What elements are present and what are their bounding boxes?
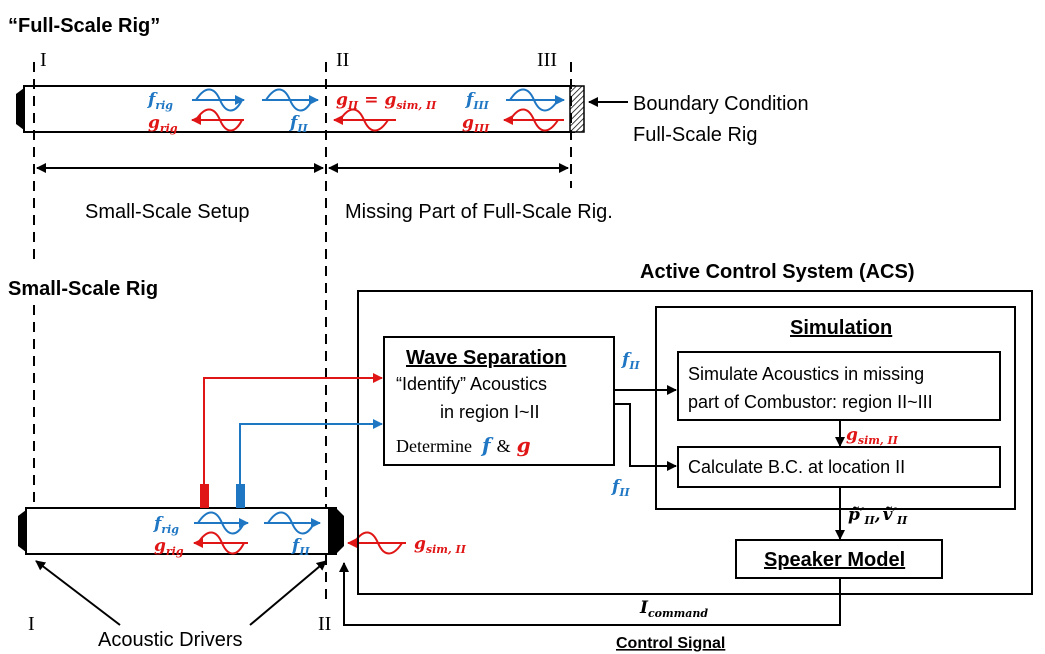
speaker-model-box	[735, 539, 943, 579]
f-II-label: fII	[289, 113, 308, 135]
wave-sep-to-calc-arrow	[614, 403, 677, 471]
f-rig-label: frig	[147, 90, 173, 112]
control-signal-line	[339, 562, 841, 626]
wave-g-rig-left	[191, 108, 244, 132]
control-signal-label: Control Signal	[616, 635, 725, 652]
speaker-model-label: Speaker Model	[764, 549, 905, 571]
full-scale-rig-duct	[16, 85, 585, 133]
i-command-label: Icommand	[639, 598, 708, 620]
f-III-label: fIII	[465, 90, 490, 112]
pressure-sensor-red	[200, 484, 209, 508]
pressure-sensor-blue	[236, 484, 245, 508]
full-scale-title: “Full-Scale Rig”	[8, 15, 160, 37]
small-setup-label: Small-Scale Setup	[85, 201, 250, 223]
g-rig-label: grig	[148, 113, 178, 135]
g-equation-label: gII = gsim, II	[336, 90, 437, 112]
simulate-acoustics-line2: part of Combustor: region II~III	[688, 392, 933, 412]
small-g-sim-label: gsim, II	[414, 534, 467, 556]
small-scale-title: Small-Scale Rig	[8, 278, 158, 300]
pv-label: p̃′II, ṽ′II	[848, 505, 908, 527]
wave-separation-line2: in region I~II	[440, 402, 540, 422]
f-out-bottom-label: fII	[611, 477, 630, 499]
missing-part-label: Missing Part of Full-Scale Rig.	[345, 201, 613, 223]
small-station-label-I: I	[28, 613, 35, 635]
blue-sensor-signal	[239, 419, 383, 484]
calculate-bc-label: Calculate B.C. at location II	[688, 457, 905, 477]
station-label-I: I	[40, 49, 47, 71]
simulation-title: Simulation	[790, 317, 892, 339]
wave-separation-box	[383, 336, 615, 466]
wave-separation-line3: Determine f & g	[396, 433, 531, 457]
wave-g-II-left	[333, 108, 396, 132]
small-scale-rig-duct	[18, 507, 344, 555]
small-g-rig-label: grig	[154, 536, 184, 558]
driver-arrow-right	[249, 560, 327, 626]
small-f-II-label: fII	[291, 536, 310, 558]
acs-box	[357, 290, 1033, 595]
station-label-II: II	[336, 49, 349, 71]
f-out-top-label: fII	[621, 350, 640, 372]
wave-separation-line1: “Identify” Acoustics	[396, 374, 547, 394]
small-wave-g-sim-left	[347, 531, 406, 555]
boundary-label-line1: Boundary Condition	[633, 93, 809, 115]
station-label-III: III	[537, 49, 557, 71]
wave-f-II-right	[262, 88, 319, 112]
boundary-label-line2: Full-Scale Rig	[633, 124, 757, 146]
wave-f-rig-right	[192, 88, 245, 112]
sim-g-label: gsim, II	[846, 425, 899, 447]
small-station-label-II: II	[318, 613, 331, 635]
wave-g-III-left	[503, 108, 564, 132]
calculate-bc-box	[677, 446, 1001, 488]
g-III-label: gIII	[462, 113, 490, 135]
simulate-acoustics-line1: Simulate Acoustics in missing	[688, 364, 924, 384]
small-f-rig-label: frig	[153, 514, 179, 536]
wave-separation-title: Wave Separation	[406, 347, 566, 369]
small-wave-g-rig-left	[193, 531, 248, 555]
acs-title: Active Control System (ACS)	[640, 261, 915, 283]
wave-f-III-right	[506, 88, 565, 112]
driver-arrow-left	[35, 560, 121, 626]
red-sensor-signal	[203, 373, 383, 484]
simulate-acoustics-box	[677, 351, 1001, 421]
small-wave-f-rig-right	[194, 511, 249, 535]
acoustic-drivers-label: Acoustic Drivers	[98, 629, 242, 651]
small-wave-f-II-right	[264, 511, 321, 535]
